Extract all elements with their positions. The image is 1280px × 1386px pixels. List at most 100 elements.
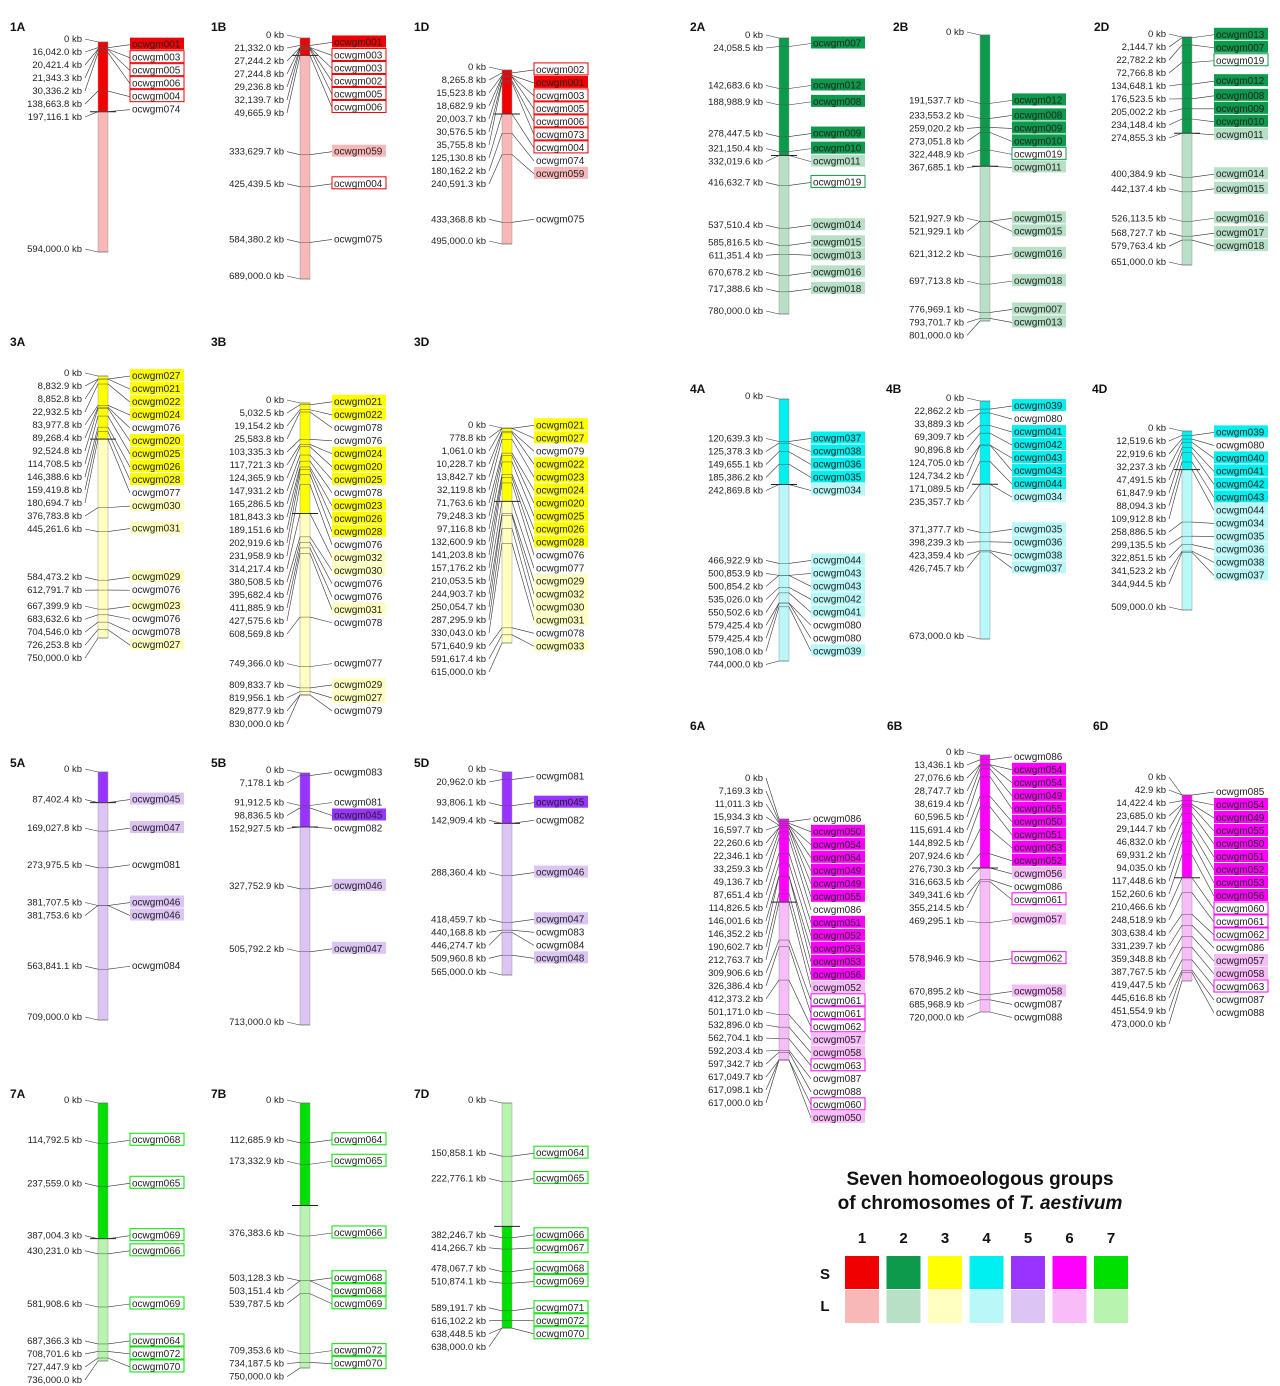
chromosome-5d: 5D 0 kb 20,962.0 kb 93,806.1 kb 142,909.4 kb… bbox=[414, 756, 588, 978]
gene-highlight bbox=[130, 37, 184, 50]
short-arm bbox=[1181, 794, 1193, 879]
gene-label: ocwgm059 bbox=[334, 147, 383, 158]
gene-label: ocwgm069 bbox=[132, 1299, 181, 1310]
position-leader bbox=[488, 82, 503, 146]
gene-box bbox=[533, 1326, 589, 1340]
position-label: 259,020.2 kb bbox=[909, 123, 964, 134]
gene-leader bbox=[1191, 521, 1215, 524]
position-label: 273,051.8 kb bbox=[909, 136, 964, 147]
gene-leader bbox=[107, 1139, 131, 1144]
position-label: 309,906.6 kb bbox=[708, 968, 763, 979]
gene-leader bbox=[788, 831, 812, 897]
gene-label: ocwgm076 bbox=[334, 540, 383, 551]
gene-label: ocwgm072 bbox=[132, 1349, 181, 1360]
gene-leader bbox=[788, 254, 812, 256]
position-label: 673,000.0 kb bbox=[909, 631, 964, 642]
position-leader bbox=[1168, 108, 1183, 113]
position-leader bbox=[765, 101, 780, 106]
gene-box bbox=[533, 140, 589, 154]
gene-label: ocwgm032 bbox=[536, 589, 585, 600]
gene-label: ocwgm023 bbox=[334, 501, 383, 512]
position-label: 13,436.1 kb bbox=[914, 760, 964, 771]
gene-highlight bbox=[811, 470, 865, 483]
gene-highlight bbox=[811, 281, 865, 294]
gene-leader bbox=[511, 424, 535, 429]
position-leader bbox=[84, 52, 99, 92]
gene-label: ocwgm083 bbox=[536, 927, 585, 938]
position-leader bbox=[488, 872, 503, 876]
chromosome-6b: 6B 0 kb 13,436.1 kb 27,076.6 kb 28,747.7 kb 3… bbox=[887, 719, 1067, 1023]
short-arm bbox=[299, 402, 311, 514]
position-label: 697,713.8 kb bbox=[909, 276, 964, 287]
position-label: 16,042.0 kb bbox=[32, 47, 82, 58]
gene-label: ocwgm031 bbox=[132, 524, 181, 535]
chromosome-label: 1D bbox=[414, 20, 430, 34]
gene-box bbox=[1213, 901, 1269, 915]
gene-highlight bbox=[811, 566, 865, 579]
gene-leader bbox=[788, 451, 812, 465]
position-label: 114,826.5 kb bbox=[709, 903, 763, 914]
gene-leader bbox=[1191, 34, 1215, 39]
gene-label: ocwgm002 bbox=[334, 76, 383, 87]
position-leader bbox=[966, 751, 981, 756]
gene-leader bbox=[1191, 118, 1215, 123]
gene-leader bbox=[107, 629, 131, 646]
gene-label: ocwgm051 bbox=[1014, 830, 1063, 841]
gene-leader bbox=[107, 1303, 131, 1308]
gene-label: ocwgm021 bbox=[334, 397, 383, 408]
gene-leader bbox=[309, 807, 333, 816]
gene-leader bbox=[107, 44, 131, 48]
gene-label: ocwgm063 bbox=[1216, 982, 1265, 993]
position-leader bbox=[765, 827, 780, 857]
gene-highlight bbox=[130, 821, 184, 834]
position-label: 440,168.8 kb bbox=[431, 927, 486, 938]
position-label: 109,912.8 kb bbox=[1111, 514, 1166, 525]
position-label: 38,619.4 kb bbox=[914, 799, 964, 810]
position-leader bbox=[1168, 461, 1183, 507]
gene-highlight bbox=[811, 78, 865, 91]
gene-label: ocwgm053 bbox=[1014, 843, 1063, 854]
position-label: 321,150.4 kb bbox=[708, 144, 763, 155]
gene-highlight bbox=[534, 639, 588, 652]
position-leader bbox=[286, 769, 301, 774]
position-leader bbox=[488, 461, 503, 530]
gene-leader bbox=[107, 109, 131, 112]
gene-leader bbox=[107, 1357, 131, 1368]
position-leader bbox=[966, 765, 981, 792]
position-label: 234,148.4 kb bbox=[1111, 120, 1166, 131]
position-leader bbox=[966, 879, 981, 896]
gene-highlight bbox=[1214, 114, 1268, 127]
gene-highlight bbox=[332, 446, 386, 459]
gene-box bbox=[1213, 927, 1269, 941]
gene-label: ocwgm019 bbox=[1216, 56, 1265, 67]
position-leader bbox=[488, 528, 503, 621]
gene-leader bbox=[1191, 972, 1215, 1014]
gene-leader bbox=[989, 149, 1013, 155]
gene-highlight bbox=[534, 457, 588, 470]
long-arm bbox=[501, 823, 513, 976]
position-leader bbox=[1168, 914, 1183, 934]
position-label: 14,422.4 kb bbox=[1116, 798, 1166, 809]
gene-label: ocwgm037 bbox=[813, 433, 862, 444]
gene-label: ocwgm005 bbox=[334, 89, 383, 100]
chromosome-label: 5A bbox=[10, 756, 26, 770]
position-label: 0 kb bbox=[1148, 29, 1166, 40]
position-label: 274,855.3 kb bbox=[1111, 133, 1166, 144]
gene-highlight bbox=[130, 395, 184, 408]
position-leader bbox=[966, 1011, 981, 1018]
short-arm bbox=[778, 818, 790, 903]
gene-leader bbox=[788, 148, 812, 152]
gene-label: ocwgm018 bbox=[1014, 276, 1063, 287]
chromosome-3a: 3A 0 kb 8,832.9 kb 8,852.8 kb 22,932.5 kb 83,… bbox=[10, 335, 184, 664]
gene-leader bbox=[511, 1307, 535, 1312]
gene-label: ocwgm078 bbox=[334, 618, 383, 629]
gene-highlight bbox=[534, 75, 588, 88]
gene-label: ocwgm038 bbox=[813, 446, 862, 457]
gene-label: ocwgm046 bbox=[132, 898, 181, 909]
gene-leader bbox=[511, 219, 535, 223]
position-leader bbox=[765, 893, 780, 948]
long-arm bbox=[97, 802, 109, 1021]
short-arm bbox=[97, 771, 109, 803]
position-leader bbox=[765, 438, 780, 442]
gene-highlight bbox=[1214, 568, 1268, 581]
